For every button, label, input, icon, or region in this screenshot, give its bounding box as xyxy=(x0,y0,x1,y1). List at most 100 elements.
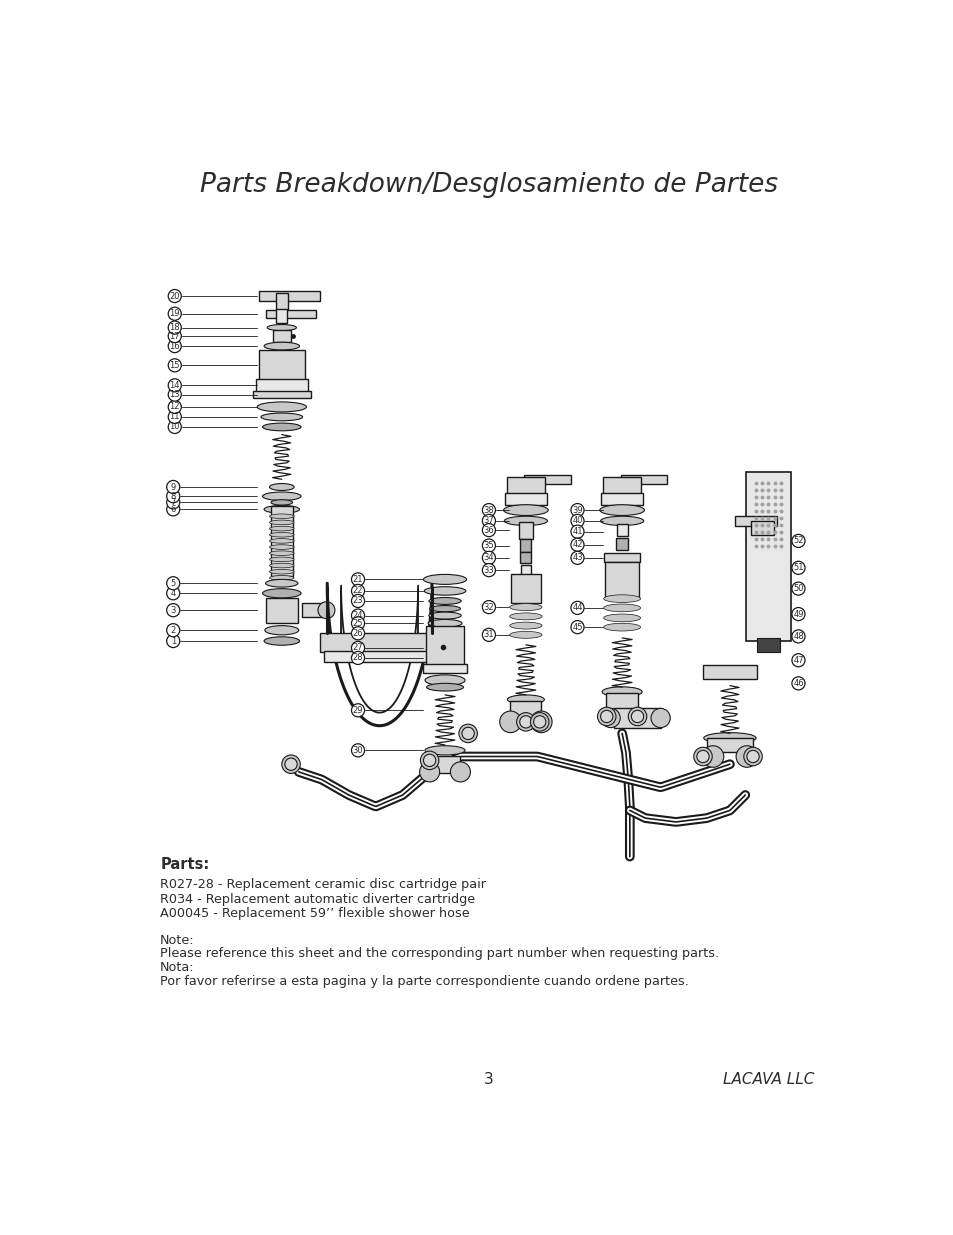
Text: 5: 5 xyxy=(171,579,175,588)
Ellipse shape xyxy=(429,598,460,604)
Bar xyxy=(253,390,311,399)
Circle shape xyxy=(167,480,179,494)
Text: 11: 11 xyxy=(170,412,180,421)
Text: 27: 27 xyxy=(353,643,363,652)
Text: 32: 32 xyxy=(483,603,494,611)
Text: 37: 37 xyxy=(483,516,494,525)
Text: Por favor referirse a esta pagina y la parte correspondiente cuando ordene parte: Por favor referirse a esta pagina y la p… xyxy=(160,976,688,988)
Circle shape xyxy=(167,503,179,516)
Text: Note:: Note: xyxy=(160,934,194,946)
Text: 2: 2 xyxy=(171,626,175,635)
Ellipse shape xyxy=(261,412,302,421)
Ellipse shape xyxy=(269,514,294,519)
Text: 31: 31 xyxy=(483,630,494,640)
Text: 36: 36 xyxy=(483,526,494,535)
Text: A00045 - Replacement 59’’ flexible shower hose: A00045 - Replacement 59’’ flexible showe… xyxy=(160,908,469,920)
Ellipse shape xyxy=(269,526,294,531)
Ellipse shape xyxy=(530,713,548,731)
Text: 9: 9 xyxy=(171,483,175,492)
Circle shape xyxy=(168,330,181,342)
Bar xyxy=(258,350,305,380)
Text: 30: 30 xyxy=(353,746,363,755)
Text: 21: 21 xyxy=(353,576,363,584)
Ellipse shape xyxy=(458,724,476,742)
Bar xyxy=(745,472,790,641)
Ellipse shape xyxy=(509,604,541,610)
Ellipse shape xyxy=(429,605,460,611)
Text: 24: 24 xyxy=(353,611,363,620)
Bar xyxy=(706,739,752,752)
Circle shape xyxy=(791,677,804,690)
Ellipse shape xyxy=(262,589,301,598)
Circle shape xyxy=(168,308,181,320)
Text: 40: 40 xyxy=(572,516,582,525)
Ellipse shape xyxy=(420,751,438,769)
Circle shape xyxy=(168,359,181,372)
Circle shape xyxy=(791,561,804,574)
Bar xyxy=(734,516,777,526)
Circle shape xyxy=(167,624,179,637)
Text: 48: 48 xyxy=(792,632,803,641)
Bar xyxy=(511,574,540,603)
Bar xyxy=(323,651,435,662)
Ellipse shape xyxy=(281,755,300,773)
Circle shape xyxy=(351,573,364,585)
Text: 34: 34 xyxy=(483,553,494,562)
Ellipse shape xyxy=(743,747,761,766)
Ellipse shape xyxy=(269,484,294,490)
Ellipse shape xyxy=(257,401,306,412)
Bar xyxy=(273,330,291,342)
Ellipse shape xyxy=(600,709,619,727)
Text: 43: 43 xyxy=(572,553,582,562)
Ellipse shape xyxy=(269,538,294,543)
Circle shape xyxy=(482,504,495,516)
Bar xyxy=(319,634,438,652)
Bar xyxy=(604,562,639,597)
Bar xyxy=(605,693,638,709)
Bar xyxy=(520,552,531,563)
Text: R034 - Replacement automatic diverter cartridge: R034 - Replacement automatic diverter ca… xyxy=(160,893,475,905)
Bar xyxy=(602,477,640,494)
Text: 6: 6 xyxy=(171,505,175,514)
Ellipse shape xyxy=(628,708,646,726)
Text: 28: 28 xyxy=(353,653,363,662)
Bar xyxy=(430,756,459,773)
Text: 12: 12 xyxy=(170,403,180,411)
Text: 33: 33 xyxy=(483,566,494,574)
Text: 35: 35 xyxy=(483,541,494,550)
Ellipse shape xyxy=(425,674,464,685)
Ellipse shape xyxy=(507,695,544,704)
Ellipse shape xyxy=(504,516,547,526)
Text: 22: 22 xyxy=(353,587,363,595)
Ellipse shape xyxy=(264,342,299,350)
Circle shape xyxy=(168,400,181,414)
Ellipse shape xyxy=(269,576,294,580)
Text: 17: 17 xyxy=(170,331,180,341)
Text: 51: 51 xyxy=(792,563,802,572)
Text: 42: 42 xyxy=(572,540,582,550)
Bar xyxy=(271,506,293,576)
Ellipse shape xyxy=(736,746,757,767)
Bar xyxy=(520,540,531,552)
Circle shape xyxy=(482,524,495,537)
Ellipse shape xyxy=(603,595,640,603)
Text: 3: 3 xyxy=(171,605,175,615)
Ellipse shape xyxy=(600,516,643,526)
Circle shape xyxy=(482,600,495,614)
Text: R027-28 - Replacement ceramic disc cartridge pair: R027-28 - Replacement ceramic disc cartr… xyxy=(160,878,486,892)
Ellipse shape xyxy=(269,551,294,556)
Ellipse shape xyxy=(428,620,461,627)
Ellipse shape xyxy=(269,569,294,574)
Circle shape xyxy=(570,525,583,538)
Circle shape xyxy=(167,635,179,647)
Text: Please reference this sheet and the corresponding part number when requesting pa: Please reference this sheet and the corr… xyxy=(160,947,719,961)
Ellipse shape xyxy=(519,716,532,727)
Text: 39: 39 xyxy=(572,505,582,515)
Text: 44: 44 xyxy=(572,604,582,613)
Bar xyxy=(276,309,287,324)
Circle shape xyxy=(570,621,583,634)
Ellipse shape xyxy=(269,545,294,550)
Bar xyxy=(255,379,308,391)
Ellipse shape xyxy=(317,601,335,619)
Ellipse shape xyxy=(509,631,541,638)
